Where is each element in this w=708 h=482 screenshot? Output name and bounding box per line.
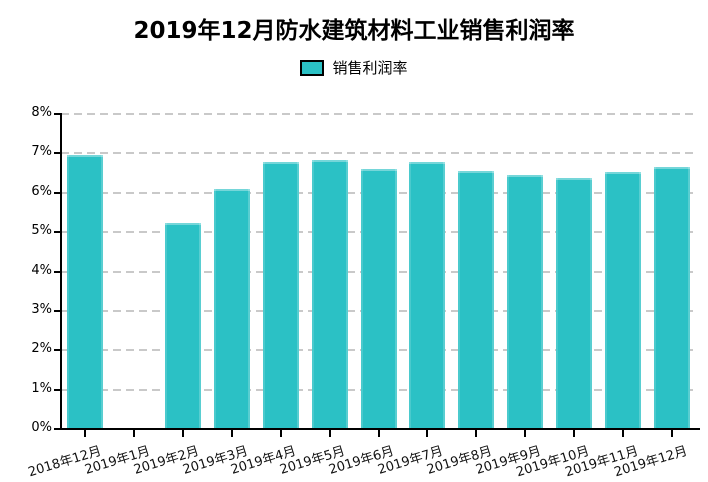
y-tick xyxy=(54,152,61,155)
bar[interactable] xyxy=(67,155,104,429)
x-tick xyxy=(133,430,136,437)
y-tick xyxy=(54,231,61,234)
x-tick xyxy=(524,430,527,437)
y-axis-label: 4% xyxy=(31,262,52,278)
x-tick xyxy=(426,430,429,437)
x-tick xyxy=(328,430,331,437)
y-tick xyxy=(54,113,61,115)
legend[interactable]: 销售利润率 xyxy=(0,57,708,78)
x-tick xyxy=(475,430,478,437)
x-axis xyxy=(60,428,700,430)
y-axis-label: 2% xyxy=(31,341,52,357)
y-tick xyxy=(54,428,61,430)
y-axis-label: 1% xyxy=(31,380,52,396)
y-tick xyxy=(54,309,61,312)
bar[interactable] xyxy=(507,175,544,429)
x-tick xyxy=(230,430,233,437)
y-tick xyxy=(54,349,61,352)
y-tick xyxy=(54,388,61,391)
y-axis xyxy=(60,113,62,430)
y-axis-label: 6% xyxy=(31,183,52,199)
chart-title: 2019年12月防水建筑材料工业销售利润率 xyxy=(133,18,575,44)
gridline xyxy=(61,152,696,155)
bar[interactable] xyxy=(555,178,592,429)
bar[interactable] xyxy=(653,166,690,429)
bar[interactable] xyxy=(311,160,348,429)
bar[interactable] xyxy=(213,188,250,429)
y-axis-label: 5% xyxy=(31,223,52,239)
y-axis-label: 7% xyxy=(31,144,52,160)
bar[interactable] xyxy=(458,171,495,429)
y-tick xyxy=(54,270,61,273)
bar[interactable] xyxy=(409,162,446,429)
y-axis-label: 8% xyxy=(31,105,52,120)
x-tick xyxy=(621,430,624,437)
x-tick xyxy=(84,430,87,437)
legend-swatch xyxy=(300,59,325,76)
x-tick xyxy=(377,430,380,437)
bar[interactable] xyxy=(262,162,299,429)
x-tick xyxy=(279,430,282,437)
x-tick xyxy=(182,430,185,437)
x-tick xyxy=(572,430,575,437)
y-tick xyxy=(54,191,61,194)
bar[interactable] xyxy=(360,169,397,429)
legend-label: 销售利润率 xyxy=(332,59,408,77)
y-axis-label: 0% xyxy=(31,420,52,435)
x-tick xyxy=(670,430,673,437)
gridline xyxy=(61,113,696,115)
bar[interactable] xyxy=(165,223,202,429)
bar[interactable] xyxy=(604,172,641,429)
y-axis-label: 3% xyxy=(31,301,52,317)
